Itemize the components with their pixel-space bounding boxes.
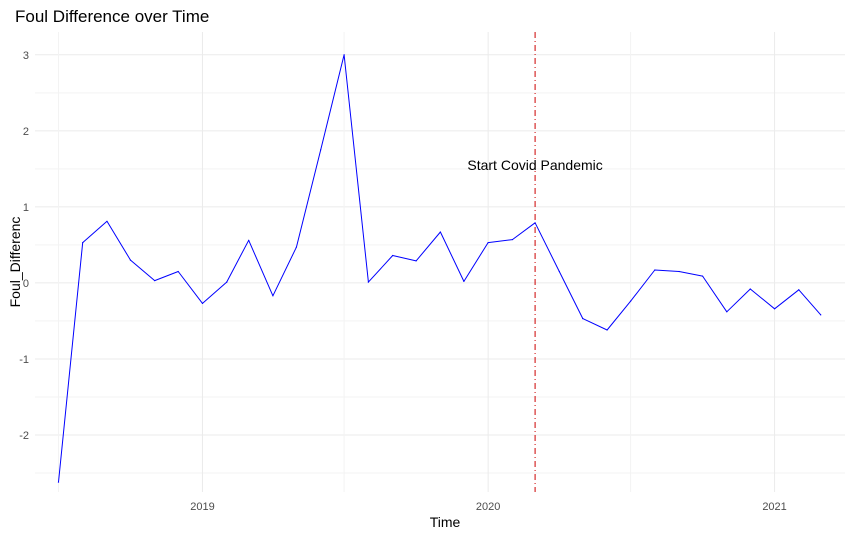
data-point [726,311,728,313]
data-point [798,289,800,291]
data-point [439,231,441,233]
x-axis-ticks: 2019 2020 2021 [190,501,787,513]
annotation-layer: Start Covid Pandemic [467,32,603,492]
data-point [248,239,250,241]
x-axis-title: Time [430,514,461,530]
data-point [320,149,322,151]
data-point [534,222,536,224]
data-point [367,281,369,283]
data-point [343,54,345,56]
y-tick-label: -1 [19,354,29,366]
data-point [487,242,489,244]
data-point [57,481,60,483]
y-tick-label: 2 [23,126,29,138]
data-point [701,275,704,277]
data-point [558,270,560,273]
y-tick-label: 1 [23,202,29,214]
chart-title: Foul Difference over Time [15,7,209,26]
series-layer [57,54,822,483]
data-point [82,242,84,244]
data-point [773,308,776,310]
data-point [415,260,417,262]
data-point [654,269,656,271]
data-point [606,329,608,331]
data-point [820,314,822,316]
series-line [58,54,822,483]
data-point [129,259,132,261]
x-tick-label: 2021 [762,501,786,513]
covid-annotation-label: Start Covid Pandemic [467,157,602,173]
data-point [629,300,632,302]
y-axis-title: Foul_Differenc [7,217,23,308]
y-tick-label: 3 [23,50,29,62]
data-point [392,254,394,257]
data-point [201,302,204,305]
data-point [295,246,297,248]
data-point [226,281,228,283]
data-point [272,295,274,297]
y-axis-ticks: -2 -1 0 1 2 3 [19,50,29,442]
data-point [177,270,179,273]
data-point [678,270,680,273]
data-point [749,288,751,290]
y-tick-label: 0 [23,278,29,290]
data-point [582,318,584,320]
data-point [154,280,156,282]
data-point [511,238,513,241]
x-tick-label: 2020 [476,501,500,513]
data-point [106,220,108,222]
y-tick-label: -2 [19,430,29,442]
grid [35,32,845,492]
x-tick-label: 2019 [190,501,214,513]
data-point [463,280,465,282]
